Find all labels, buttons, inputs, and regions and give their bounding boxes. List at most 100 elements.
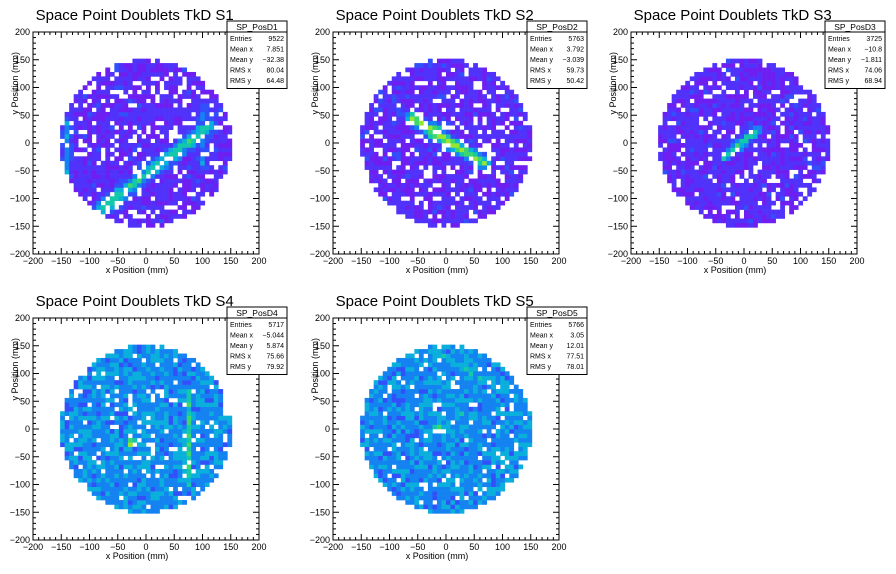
heatmap-bin <box>109 482 115 488</box>
heatmap-bin <box>418 468 424 474</box>
heatmap-bin <box>186 151 192 157</box>
heatmap-bin <box>123 473 129 479</box>
heatmap-bin <box>739 111 745 117</box>
heatmap-bin <box>486 200 492 206</box>
heatmap-bin <box>109 205 115 210</box>
heatmap-bin <box>127 460 133 465</box>
heatmap-bin <box>513 125 519 130</box>
heatmap-bin <box>721 156 727 162</box>
heatmap-bin <box>423 468 429 474</box>
heatmap-bin <box>159 138 165 144</box>
heatmap-bin <box>662 111 668 117</box>
heatmap-bin <box>127 187 133 193</box>
heatmap-bin <box>173 424 178 430</box>
heatmap-bin <box>685 151 691 157</box>
heatmap-bin <box>762 182 767 188</box>
heatmap-bin <box>405 80 411 86</box>
heatmap-bin <box>204 433 210 439</box>
heatmap-bin <box>378 160 384 166</box>
heatmap-bin <box>227 151 233 157</box>
heatmap-bin <box>222 125 228 130</box>
heatmap-bin <box>780 89 785 95</box>
heatmap-bin <box>87 468 93 474</box>
heatmap-bin <box>500 169 506 175</box>
heatmap-bin <box>364 129 370 135</box>
heatmap-bin <box>155 103 160 108</box>
x-tick-label: −200 <box>23 256 43 266</box>
heatmap-bin <box>409 165 415 170</box>
heatmap-bin <box>213 169 219 175</box>
heatmap-bin <box>100 165 106 170</box>
heatmap-bin <box>378 116 384 122</box>
heatmap-bin <box>409 129 415 135</box>
x-tick-label: 100 <box>495 256 510 266</box>
heatmap-bin <box>396 397 402 403</box>
heatmap-bin <box>132 397 138 403</box>
heatmap-bin <box>744 182 749 188</box>
heatmap-bin <box>195 191 201 197</box>
stats-label: RMS y <box>828 78 850 85</box>
heatmap-bin <box>132 411 138 416</box>
heatmap-bin <box>168 495 174 501</box>
heatmap-bin <box>73 437 79 443</box>
heatmap-bin <box>127 165 133 170</box>
heatmap-bin <box>146 58 151 64</box>
heatmap-bin <box>716 156 722 162</box>
heatmap-bin <box>159 196 165 202</box>
heatmap-bin <box>118 486 124 492</box>
heatmap-bin <box>522 143 528 148</box>
heatmap-bin <box>405 477 411 483</box>
heatmap-bin <box>155 218 160 224</box>
heatmap-bin <box>164 67 169 73</box>
heatmap-bin <box>227 433 233 439</box>
heatmap-bin <box>186 200 192 206</box>
heatmap-bin <box>725 209 731 215</box>
y-tick-label: −200 <box>10 535 30 545</box>
heatmap-bin <box>441 151 447 157</box>
heatmap-bin <box>182 451 187 456</box>
heatmap-bin <box>96 495 102 501</box>
heatmap-bin <box>802 138 808 144</box>
heatmap-bin <box>227 147 233 153</box>
heatmap-bin <box>105 397 111 403</box>
heatmap-bin <box>204 468 210 474</box>
heatmap-bin <box>725 143 731 148</box>
heatmap-bin <box>132 393 138 399</box>
heatmap-bin <box>87 80 93 86</box>
heatmap-bin <box>807 187 813 193</box>
stats-label: Mean y <box>530 57 553 64</box>
heatmap-bin <box>721 160 727 166</box>
heatmap-bin <box>400 451 406 456</box>
heatmap-bin <box>141 120 147 126</box>
heatmap-bin <box>400 116 406 122</box>
heatmap-bin <box>504 116 510 122</box>
heatmap-bin <box>73 94 79 99</box>
heatmap-bin <box>418 85 424 91</box>
x-tick-label: −50 <box>708 256 723 266</box>
heatmap-bin <box>191 209 197 215</box>
heatmap-bin <box>100 174 106 179</box>
heatmap-bin <box>60 134 65 139</box>
heatmap-bin <box>186 468 192 474</box>
heatmap-bin <box>427 94 433 99</box>
heatmap-bin <box>793 125 799 130</box>
heatmap-bin <box>69 393 74 399</box>
heatmap-bin <box>118 433 124 439</box>
heatmap-bin <box>423 455 429 461</box>
heatmap-bin <box>775 191 781 197</box>
heatmap-bin <box>118 420 124 425</box>
heatmap-bin <box>186 362 192 368</box>
heatmap-bin <box>195 169 201 175</box>
heatmap-bin <box>405 169 411 175</box>
heatmap-bin <box>155 143 160 148</box>
heatmap-bin <box>87 125 93 130</box>
heatmap-bin <box>204 103 210 108</box>
heatmap-bin <box>473 205 478 210</box>
heatmap-bin <box>213 402 219 408</box>
heatmap-bin <box>382 85 388 91</box>
heatmap-bin <box>753 103 758 108</box>
heatmap-bin <box>414 460 420 465</box>
heatmap-bin <box>504 174 510 179</box>
heatmap-bin <box>753 111 758 117</box>
heatmap-bin <box>141 402 147 408</box>
